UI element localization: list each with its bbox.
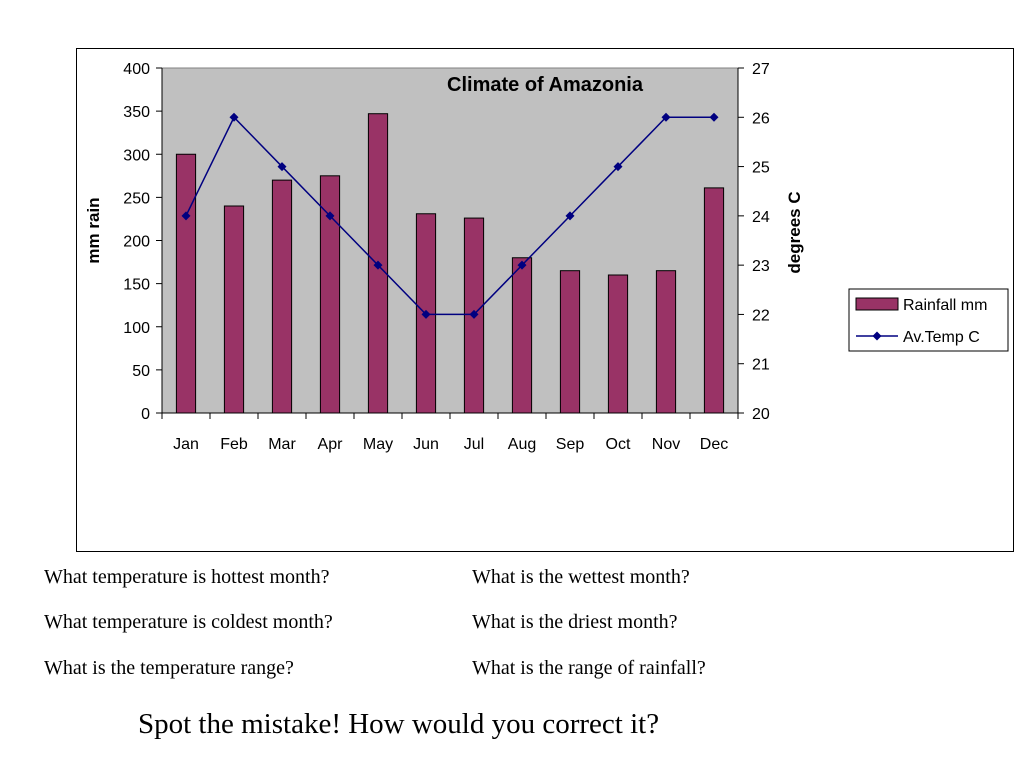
x-tick-label: Feb: [220, 436, 248, 453]
x-tick-label: Apr: [318, 436, 344, 453]
right-tick-label: 27: [752, 61, 770, 78]
temperature-line: [185, 115, 714, 316]
chart-title: Climate of Amazonia: [447, 74, 644, 96]
x-tick-label: Aug: [508, 436, 536, 453]
x-tick-label: Dec: [700, 436, 728, 453]
question-driest: What is the driest month?: [472, 611, 678, 633]
temperature-point: [373, 260, 383, 270]
temperature-point: [325, 211, 335, 221]
question-coldest: What temperature is coldest month?: [44, 611, 333, 633]
legend-marker-temp: [872, 331, 882, 341]
x-tick-label: Nov: [652, 436, 680, 453]
temperature-point: [565, 211, 575, 221]
left-tick-label: 50: [132, 363, 150, 380]
x-tick-label: Mar: [268, 436, 296, 453]
rainfall-bar: [271, 179, 293, 414]
rainfall-bar: [703, 187, 725, 414]
temperature-point: [709, 112, 719, 122]
temperature-point: [181, 211, 191, 221]
right-tick-label: 21: [752, 357, 770, 374]
rainfall-bar: [607, 274, 629, 414]
rainfall-bar: [175, 153, 197, 414]
question-rain-range: What is the range of rainfall?: [472, 657, 706, 679]
x-tick-label: May: [363, 436, 393, 453]
right-tick-label: 24: [752, 209, 770, 226]
question-wettest: What is the wettest month?: [472, 566, 690, 588]
rainfall-bar: [223, 205, 245, 414]
climate-chart: 0 50 100 150 200 250 300 350 400 20 21 22 23 24 25 26 27…: [84, 61, 1009, 453]
temperature-point: [613, 162, 623, 172]
legend-label-temp: Av.Temp C: [903, 329, 980, 346]
right-tick-label: 23: [752, 258, 770, 275]
x-tick-label: Jan: [173, 436, 199, 453]
chart-frame: 0 50 100 150 200 250 300 350 400 20 21 22 23 24 25 26 27…: [76, 48, 1014, 552]
rainfall-bar: [655, 270, 677, 414]
x-tick-label: Jul: [464, 436, 484, 453]
question-hottest: What temperature is hottest month?: [44, 566, 330, 588]
temperature-point: [517, 260, 527, 270]
temperature-point: [661, 112, 671, 122]
left-tick-label: 350: [123, 104, 150, 121]
right-tick-label: 25: [752, 160, 770, 177]
y-axis-label-right: degrees C: [785, 191, 804, 273]
x-tick-label: Jun: [413, 436, 439, 453]
temperature-point: [421, 309, 431, 319]
left-tick-label: 250: [123, 190, 150, 207]
temperature-point: [229, 112, 239, 122]
temperature-point: [277, 162, 287, 172]
question-temp-range: What is the temperature range?: [44, 657, 294, 679]
right-tick-label: 22: [752, 307, 770, 324]
left-tick-label: 300: [123, 147, 150, 164]
left-tick-label: 200: [123, 234, 150, 251]
temperature-point: [469, 309, 479, 319]
y-axis-label-left: mm rain: [84, 197, 103, 263]
left-tick-label: 150: [123, 277, 150, 294]
spot-the-mistake-prompt: Spot the mistake! How would you correct …: [138, 708, 660, 740]
rainfall-bar: [559, 270, 581, 414]
left-tick-label: 0: [141, 406, 150, 423]
legend-swatch-rainfall: [855, 297, 899, 311]
right-tick-label: 26: [752, 110, 770, 127]
left-tick-label: 400: [123, 61, 150, 78]
x-tick-label: Oct: [606, 436, 631, 453]
x-tick-label: Sep: [556, 436, 585, 453]
plot-area: [161, 67, 739, 414]
legend-label-rainfall: Rainfall mm: [903, 297, 987, 314]
rainfall-bar: [511, 257, 533, 414]
left-tick-label: 100: [123, 320, 150, 337]
rainfall-bar: [319, 175, 341, 414]
right-tick-label: 20: [752, 406, 770, 423]
